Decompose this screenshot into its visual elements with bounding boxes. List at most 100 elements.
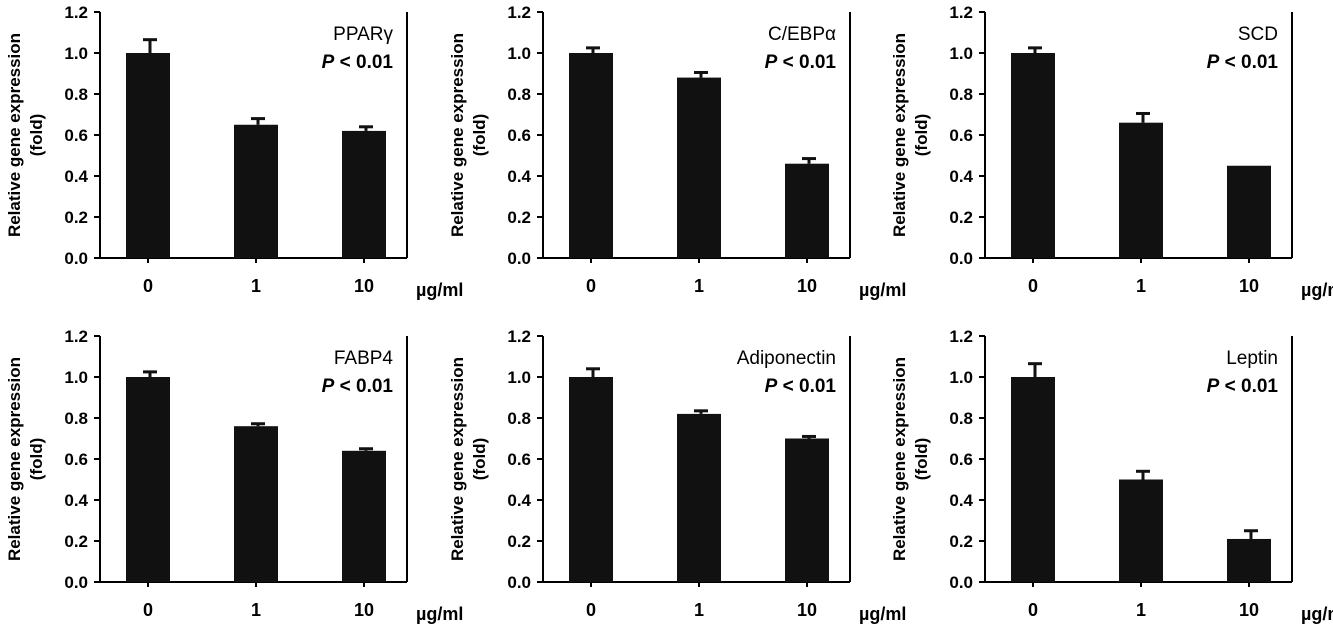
y-tick-label: 0.6: [64, 126, 88, 145]
y-axis-label: Relative gene expression (fold): [890, 357, 931, 561]
y-tick-label: 0.2: [64, 208, 88, 227]
bar: [569, 377, 613, 582]
x-category-label: 10: [354, 600, 374, 620]
bar: [126, 377, 170, 582]
y-tick-label: 1.2: [949, 327, 973, 346]
chart-panel-5: 0.0 0.2 0.4 0.6 0.8 1.0 1.2 0 1 10 µg/ml Adiponecti…: [448, 327, 906, 624]
y-tick-label: 0.4: [949, 491, 973, 510]
y-tick-label: 0.4: [64, 491, 88, 510]
y-tick-label: 0.8: [507, 409, 531, 428]
p-symbol: P: [1207, 376, 1220, 397]
chart-panel-3: 0.0 0.2 0.4 0.6 0.8 1.0 1.2 0 1 10 µg/ml SCD P < 0.0…: [890, 3, 1333, 300]
y-tick-label: 0.0: [949, 249, 973, 268]
x-category-label: 10: [797, 276, 817, 296]
x-category-label: 0: [586, 276, 596, 296]
bar: [1011, 53, 1055, 258]
y-axis-label-line1: Relative gene expression: [5, 357, 24, 561]
bar: [1119, 122, 1163, 258]
y-tick-label: 0.0: [949, 573, 973, 592]
p-value-annotation: P < 0.01: [322, 376, 394, 397]
x-category-label: 1: [251, 600, 261, 620]
y-tick-label: 0.6: [507, 450, 531, 469]
bar: [677, 413, 721, 582]
gene-title: Adiponectin: [737, 348, 836, 369]
y-axis-label-line2: (fold): [470, 438, 489, 480]
y-axis-label: Relative gene expression (fold): [448, 33, 489, 237]
bar: [569, 53, 613, 258]
p-value-annotation: P < 0.01: [322, 52, 394, 73]
gene-title: FABP4: [334, 348, 394, 369]
x-category-label: 1: [694, 276, 704, 296]
chart-panel-6: 0.0 0.2 0.4 0.6 0.8 1.0 1.2 0 1 10 µg/ml Leptin P < …: [890, 327, 1333, 624]
y-tick-label: 0.4: [507, 167, 531, 186]
bar: [234, 426, 278, 582]
x-category-label: 0: [586, 600, 596, 620]
y-tick-label: 0.6: [507, 126, 531, 145]
y-tick-label: 1.0: [949, 44, 973, 63]
y-tick-label: 0.8: [64, 85, 88, 104]
y-axis-label: Relative gene expression (fold): [5, 33, 46, 237]
gene-title: PPARγ: [333, 24, 393, 45]
x-category-label: 10: [797, 600, 817, 620]
y-tick-label: 0.8: [949, 85, 973, 104]
y-axis-label-line2: (fold): [912, 114, 931, 156]
y-axis-label-line2: (fold): [470, 114, 489, 156]
p-value-text: < 0.01: [777, 376, 836, 397]
y-tick-label: 0.6: [64, 450, 88, 469]
bar: [677, 77, 721, 258]
y-axis-label-line2: (fold): [27, 114, 46, 156]
bar: [1227, 165, 1271, 258]
x-category-label: 1: [1136, 276, 1146, 296]
y-tick-label: 0.4: [507, 491, 531, 510]
y-tick-label: 1.0: [64, 368, 88, 387]
y-tick-label: 0.6: [949, 450, 973, 469]
bar: [785, 163, 829, 258]
y-tick-label: 0.8: [949, 409, 973, 428]
p-symbol: P: [765, 52, 778, 73]
y-axis-label-line1: Relative gene expression: [890, 357, 909, 561]
y-tick-label: 0.0: [507, 573, 531, 592]
x-category-label: 10: [354, 276, 374, 296]
x-category-label: 1: [251, 276, 261, 296]
y-axis-label: Relative gene expression (fold): [5, 357, 46, 561]
y-tick-label: 1.0: [507, 368, 531, 387]
y-tick-label: 0.0: [64, 573, 88, 592]
p-symbol: P: [322, 52, 335, 73]
y-tick-label: 0.2: [949, 208, 973, 227]
y-tick-label: 0.2: [949, 532, 973, 551]
bar: [126, 53, 170, 258]
bar: [234, 124, 278, 258]
y-tick-label: 0.0: [507, 249, 531, 268]
bar: [342, 130, 386, 258]
x-unit-label: µg/ml: [416, 604, 463, 624]
x-category-label: 0: [143, 600, 153, 620]
y-axis-label-line1: Relative gene expression: [890, 33, 909, 237]
x-category-label: 0: [1028, 276, 1038, 296]
p-symbol: P: [322, 376, 335, 397]
y-axis-label-line1: Relative gene expression: [5, 33, 24, 237]
x-unit-label: µg/ml: [859, 280, 906, 300]
p-value-annotation: P < 0.01: [765, 52, 837, 73]
y-axis-label: Relative gene expression (fold): [890, 33, 931, 237]
chart-panel-4: 0.0 0.2 0.4 0.6 0.8 1.0 1.2 0 1 10 µg/ml FABP4 P < 0…: [5, 327, 463, 624]
p-symbol: P: [1207, 52, 1220, 73]
y-axis-label: Relative gene expression (fold): [448, 357, 489, 561]
y-tick-label: 0.0: [64, 249, 88, 268]
x-category-label: 0: [1028, 600, 1038, 620]
gene-title: Leptin: [1226, 348, 1278, 369]
y-tick-label: 0.2: [64, 532, 88, 551]
x-unit-label: µg/ml: [859, 604, 906, 624]
y-tick-label: 0.4: [949, 167, 973, 186]
y-tick-label: 0.2: [507, 208, 531, 227]
chart-panel-1: 0.0 0.2 0.4 0.6 0.8 1.0 1.2 0 1 10 µg/ml PPARγ P < 0…: [5, 3, 463, 300]
y-axis-label-line1: Relative gene expression: [448, 33, 467, 237]
y-tick-label: 1.2: [507, 3, 531, 22]
p-value-text: < 0.01: [334, 376, 393, 397]
y-axis-label-line2: (fold): [912, 438, 931, 480]
y-tick-label: 1.0: [949, 368, 973, 387]
x-category-label: 10: [1239, 600, 1259, 620]
x-category-label: 0: [143, 276, 153, 296]
p-value-text: < 0.01: [777, 52, 836, 73]
bar: [785, 438, 829, 582]
